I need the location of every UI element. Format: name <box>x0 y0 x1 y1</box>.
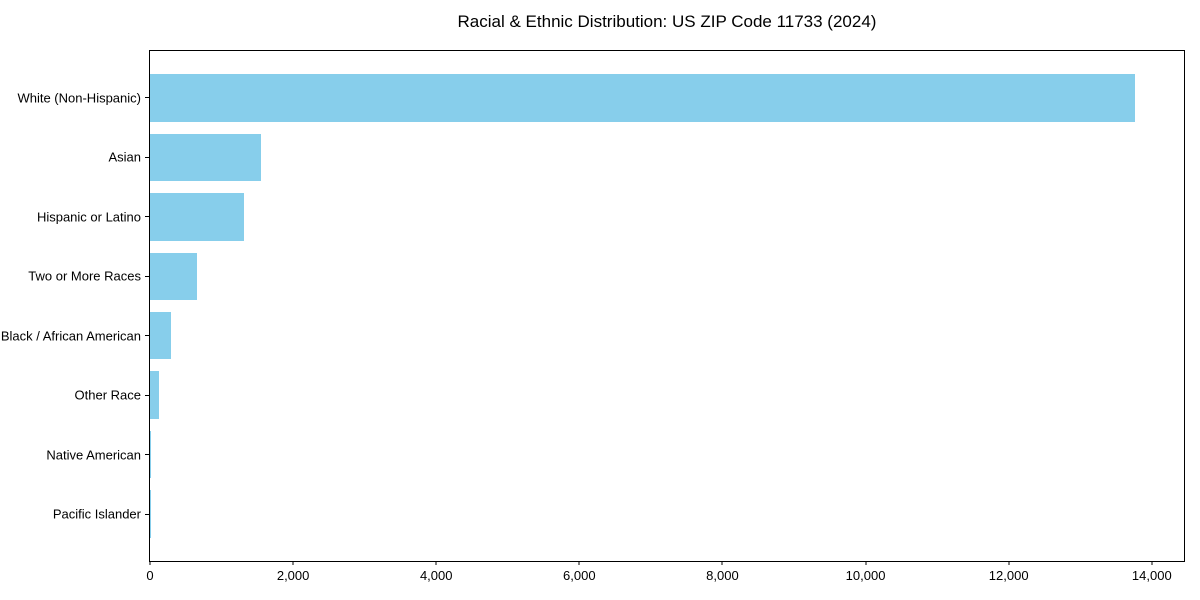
x-axis-tick <box>149 561 151 565</box>
y-axis-category-label: Asian <box>108 149 141 165</box>
y-axis-tick <box>145 156 149 158</box>
x-axis-tick-label: 8,000 <box>706 568 739 583</box>
chart-bar <box>150 311 172 360</box>
x-axis-tick <box>292 561 294 565</box>
x-axis-tick-label: 2,000 <box>276 568 310 583</box>
x-axis-tick-label: 12,000 <box>988 568 1029 583</box>
x-axis-tick-label: 6,000 <box>563 568 596 583</box>
y-axis-tick <box>145 454 149 456</box>
x-axis-tick <box>865 561 867 565</box>
x-axis-tick-label: 0 <box>146 568 154 583</box>
x-axis-tick <box>1008 561 1010 565</box>
plot-area: White (Non-Hispanic) Asian Hispanic or Lat… <box>1 50 1185 583</box>
y-axis-tick <box>145 216 149 218</box>
y-axis-tick <box>145 275 149 277</box>
y-axis-tick <box>145 394 149 396</box>
y-axis-tick <box>145 513 149 515</box>
x-axis-tick <box>1151 561 1153 565</box>
chart-bar <box>150 133 261 182</box>
y-axis-category-label: Two or More Races <box>28 268 141 284</box>
x-axis-tick-label: 14,000 <box>1131 568 1172 583</box>
chart-title: Racial & Ethnic Distribution: US ZIP Cod… <box>457 12 877 31</box>
chart-bar <box>150 193 245 241</box>
x-axis-tick <box>721 561 723 565</box>
y-axis-category-label: Black / African American <box>0 328 141 344</box>
y-axis-tick <box>145 335 149 337</box>
x-axis-tick <box>435 561 437 565</box>
x-axis-tick <box>578 561 580 565</box>
y-axis-category-label: Pacific Islander <box>52 506 141 522</box>
y-axis-category-label: Other Race <box>74 387 141 403</box>
chart-bar <box>150 74 1136 122</box>
chart-bar <box>150 252 197 301</box>
y-axis-category-label: Native American <box>46 447 141 463</box>
x-axis-tick-label: 4,000 <box>419 568 453 583</box>
chart-bar <box>150 371 160 419</box>
y-axis-tick <box>145 97 149 99</box>
y-axis-category-label: Hispanic or Latino <box>36 209 141 225</box>
chart-bar <box>150 430 151 479</box>
x-axis-tick-label: 10,000 <box>845 568 886 583</box>
y-axis-category-label: White (Non-Hispanic) <box>17 90 141 106</box>
